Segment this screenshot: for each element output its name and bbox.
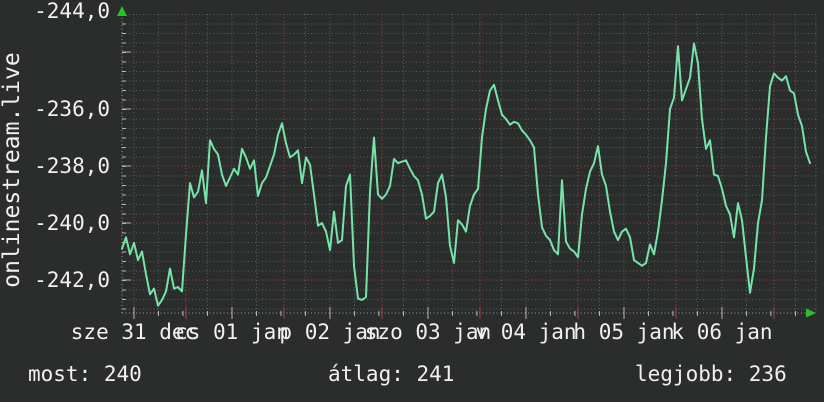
ping-series-line: [121, 42, 811, 307]
x-tick-label: p 02 jan: [279, 320, 381, 344]
axes: [121, 16, 810, 314]
y-axis-arrow-icon: [117, 6, 127, 16]
x-tick-label: szo 03 jan: [364, 320, 492, 344]
x-tick-label: k 06 jan: [671, 320, 773, 344]
x-axis-arrow-icon: [806, 308, 816, 318]
x-tick-label: cs 01 jan: [175, 320, 289, 344]
stat-best-ping: legjobb: 236: [635, 362, 787, 386]
axis-ticks: [122, 14, 796, 319]
series: [121, 42, 811, 307]
y-tick-label: -238,0: [34, 154, 110, 178]
grid-major: [122, 14, 816, 313]
grid-minor: [122, 14, 817, 313]
stat-current-ping: most: 240: [28, 362, 142, 386]
x-tick-label: sze 31 dec: [70, 320, 198, 344]
axis-arrows: [117, 6, 816, 318]
y-tick-label: -244,0: [34, 0, 110, 23]
y-tick-label: -240,0: [34, 211, 110, 235]
y-tick-label: -242,0: [34, 268, 110, 292]
y-tick-label: -236,0: [34, 97, 110, 121]
x-tick-label: h 05 jan: [573, 320, 675, 344]
x-tick-label: v 04 jan: [475, 320, 577, 344]
stat-average-ping: átlag: 241: [328, 362, 455, 386]
